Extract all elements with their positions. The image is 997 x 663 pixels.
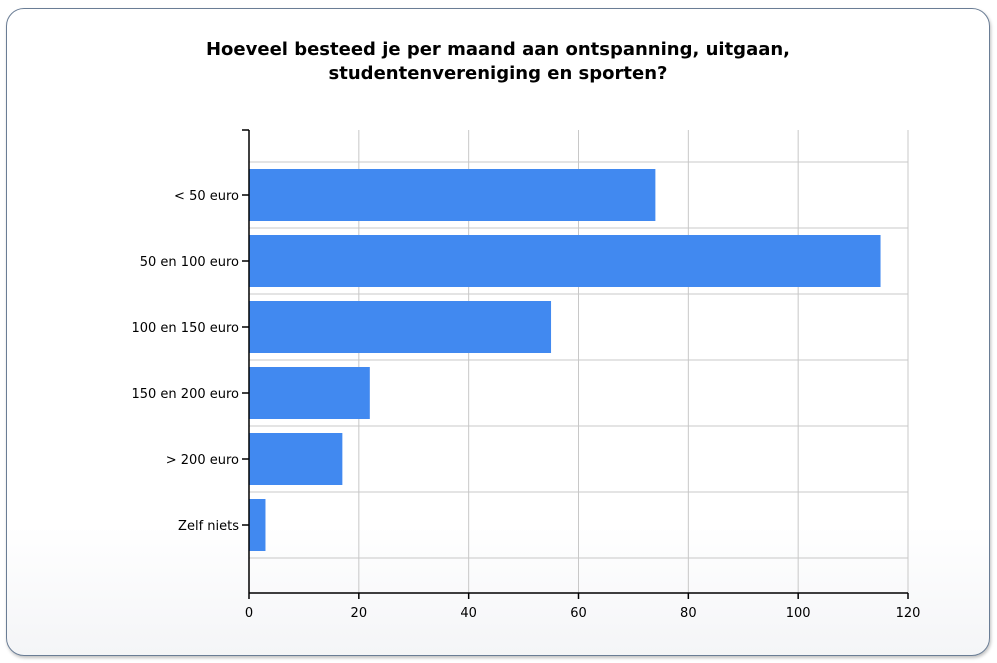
- bar-5: [249, 499, 266, 551]
- x-tick-label-1: 20: [351, 606, 368, 621]
- bar-1: [249, 235, 881, 287]
- x-tick-label-2: 40: [460, 606, 477, 621]
- x-tick-label-3: 60: [570, 606, 587, 621]
- x-tick-label-5: 100: [786, 606, 811, 621]
- bar-0: [249, 169, 656, 221]
- bar-2: [249, 301, 552, 353]
- y-tick-label-3: 150 en 200 euro: [131, 387, 239, 402]
- x-tick-label-0: 0: [245, 606, 253, 621]
- y-tick-label-4: > 200 euro: [166, 453, 239, 468]
- y-tick-label-5: Zelf niets: [178, 519, 239, 534]
- y-tick-label-1: 50 en 100 euro: [140, 255, 239, 270]
- chart-title: Hoeveel besteed je per maand aan ontspan…: [6, 38, 990, 86]
- chart-title-line-2: studentenvereniging en sporten?: [328, 63, 668, 84]
- y-tick-label-0: < 50 euro: [174, 189, 239, 204]
- chart-title-line-1: Hoeveel besteed je per maand aan ontspan…: [205, 39, 791, 60]
- x-tick-label-4: 80: [680, 606, 697, 621]
- y-tick-label-2: 100 en 150 euro: [131, 321, 239, 336]
- bar-3: [249, 367, 370, 419]
- x-tick-label-6: 120: [896, 606, 921, 621]
- bar-4: [249, 433, 343, 485]
